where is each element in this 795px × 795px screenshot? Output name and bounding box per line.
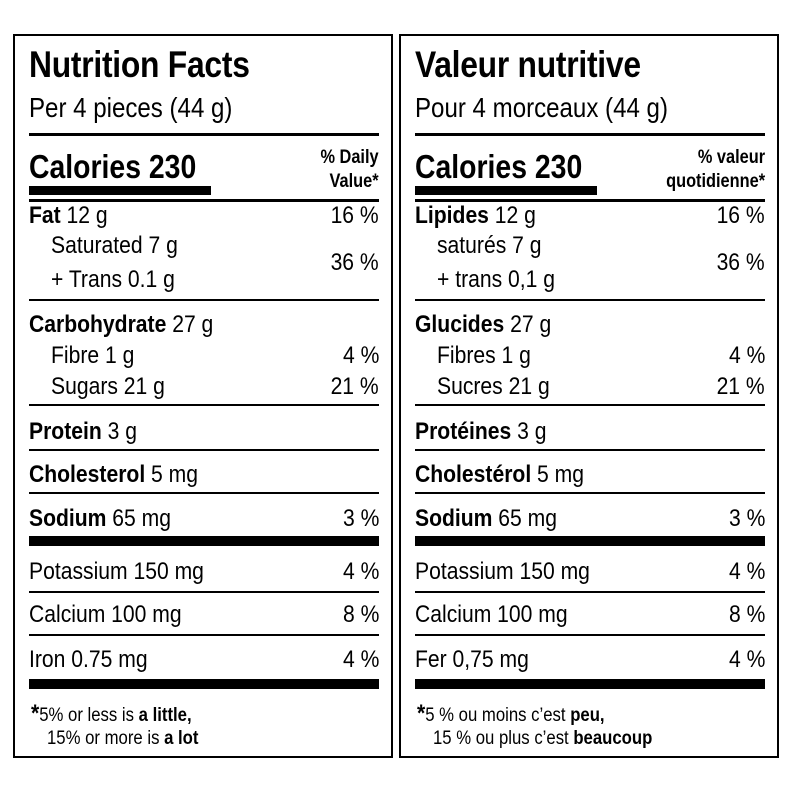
divider: [29, 199, 379, 202]
nutrition-panel-english: Nutrition Facts Per 4 pieces (44 g) Calo…: [13, 34, 393, 758]
thick-divider: [415, 679, 765, 689]
calories-underline: [29, 186, 211, 195]
footnote-line-1: *5% or less is a little,: [31, 700, 192, 727]
nutrition-panel-french: Valeur nutritive Pour 4 morceaux (44 g) …: [399, 34, 779, 758]
divider: [415, 299, 765, 301]
divider: [29, 133, 379, 136]
divider: [29, 404, 379, 406]
daily-value-header: % Daily Value*: [320, 147, 379, 192]
calories-label: Calories 230: [29, 148, 197, 185]
divider: [415, 492, 765, 494]
serving-size: Per 4 pieces (44 g): [29, 92, 233, 123]
footnote-line-2: 15% or more is a lot: [47, 728, 199, 749]
panel-title: Nutrition Facts: [29, 44, 250, 85]
divider: [415, 404, 765, 406]
divider: [29, 492, 379, 494]
divider: [29, 449, 379, 451]
divider: [29, 591, 379, 593]
thick-divider: [415, 536, 765, 546]
divider: [415, 133, 765, 136]
thick-divider: [29, 536, 379, 546]
divider: [415, 634, 765, 636]
calories-label: Calories 230: [415, 148, 583, 185]
divider: [415, 591, 765, 593]
thick-divider: [29, 679, 379, 689]
divider: [415, 449, 765, 451]
footnote-line-1: *5 % ou moins c’est peu,: [417, 700, 605, 727]
divider: [415, 199, 765, 202]
divider: [29, 299, 379, 301]
calories-underline: [415, 186, 597, 195]
daily-value-header: % valeur quotidienne*: [666, 147, 765, 192]
panel-title: Valeur nutritive: [415, 44, 641, 85]
divider: [29, 634, 379, 636]
footnote-line-2: 15 % ou plus c’est beaucoup: [433, 728, 653, 749]
serving-size: Pour 4 morceaux (44 g): [415, 92, 668, 123]
